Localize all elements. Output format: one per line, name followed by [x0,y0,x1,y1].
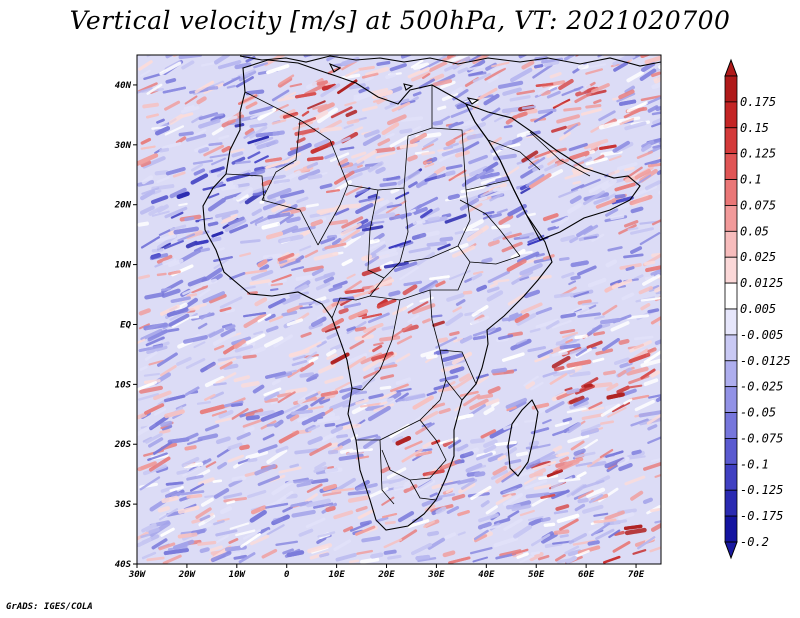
colorbar-label: -0.2 [740,535,769,549]
lon-tick-label: 60E [578,570,595,580]
colorbar-swatch [724,412,738,439]
lat-tick-label: EQ [120,320,131,330]
colorbar-label: -0.175 [740,509,783,523]
colorbar-label: -0.005 [740,328,783,342]
lon-tick-label: 0 [284,570,290,580]
lon-tick-label: 40E [478,570,495,580]
colorbar-swatch [724,127,738,155]
madagascar-coastline [507,399,539,477]
colorbar-swatch [724,308,738,336]
border-lines [225,85,591,505]
colorbar-label: 0.1 [740,173,762,187]
lon-tick-label: 20E [377,570,395,580]
lat-tick-label: 30N [114,141,132,151]
colorbar-label: -0.05 [740,406,776,420]
grads-credit: GrADS: IGES/COLA [6,602,93,612]
lat-tick-label: 20S [114,440,132,450]
lon-tick-label: 30E [427,570,445,580]
colorbar-label: -0.025 [740,380,783,394]
colorbar-swatch [724,256,738,284]
colorbar-swatch [724,153,738,180]
colorbar-label: 0.05 [740,224,769,238]
colorbar-label: -0.125 [740,483,783,497]
coastlines [202,55,661,531]
colorbar-swatch [724,463,738,491]
colorbar-label: 0.175 [740,95,776,109]
colorbar-swatch [724,205,738,232]
colorbar-swatch [724,101,738,129]
colorbar-top-arrow [724,58,738,77]
colorbar: 0.175 0.15 0.125 0.1 0.075 0.05 0.025 0.0125 0.0… [724,58,791,560]
colorbar-label: -0.0125 [740,354,791,368]
axis-ticks: 30W 20W 10W 0 10E 20E 30E 40E 50E 60E 70E 40N 30N 20N… [114,81,645,580]
lat-tick-label: 10N [115,261,132,271]
lon-tick-label: 20W [178,570,197,580]
colorbar-swatch [724,179,738,206]
lon-tick-label: 70E [628,570,645,580]
vertical-velocity-field [137,55,661,564]
colorbar-swatch [724,230,738,258]
colorbar-label: -0.075 [740,431,783,445]
colorbar-label: 0.025 [740,250,776,264]
colorbar-swatch [724,489,738,517]
lon-tick-label: 30W [128,570,147,580]
lat-tick-label: 40N [115,81,132,91]
europe-coastline [239,55,661,67]
map-title: Vertical velocity [m/s] at 500hPa, VT: 2… [69,6,731,35]
colorbar-swatch [724,282,738,310]
arabia-coastline [464,103,641,241]
country-borders [225,85,591,505]
colorbar-swatch [724,334,738,362]
colorbar-label: 0.0125 [740,276,783,290]
colorbar-swatch [724,386,738,413]
colorbar-swatch [724,438,738,465]
colorbar-label: 0.075 [740,198,776,212]
mediterranean-islands [328,62,480,105]
colorbar-label: 0.15 [740,121,769,135]
colorbar-swatch [724,515,738,543]
colorbar-label: 0.005 [740,302,776,316]
lat-tick-label: 20N [114,201,132,211]
colorbar-swatch [724,75,738,103]
colorbar-label: 0.125 [740,147,776,161]
africa-coastline [202,59,553,531]
plot-frame [136,54,662,565]
colorbar-label: -0.1 [740,457,769,471]
lat-tick-label: 40S [115,560,132,570]
lon-tick-label: 50E [528,570,545,580]
colorbar-bottom-arrow [724,541,738,560]
lon-tick-label: 10E [328,570,345,580]
lat-tick-label: 10S [115,380,132,390]
lon-tick-label: 10W [229,570,247,580]
lat-tick-label: 30S [114,500,132,510]
colorbar-swatch [724,360,738,388]
